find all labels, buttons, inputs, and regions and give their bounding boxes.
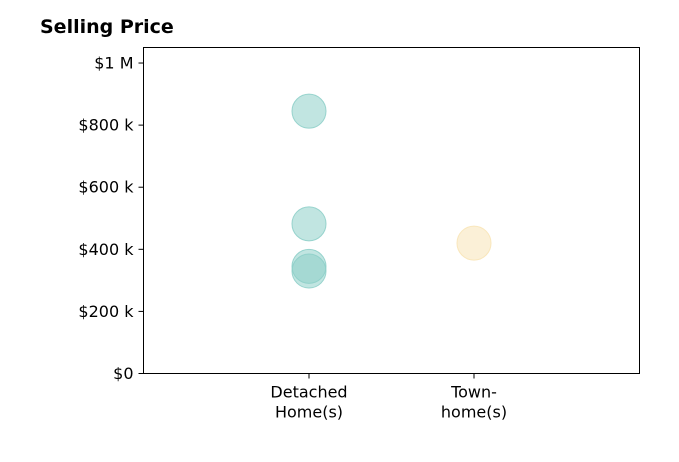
data-point: [291, 93, 327, 129]
x-tick-label-line: Home(s): [275, 403, 343, 422]
y-axis: $0 $200 k $400 k $600 k $800 k $1 M: [78, 54, 144, 383]
y-tick-label: $400 k: [78, 240, 134, 259]
data-point: [456, 225, 492, 261]
y-tick-label: $800 k: [78, 116, 134, 135]
x-tick-label: Town-home(s): [441, 383, 507, 422]
data-point: [291, 253, 327, 289]
y-tick-label: $600 k: [78, 178, 134, 197]
y-tick-label: $1 M: [94, 54, 133, 73]
data-points: [291, 93, 492, 289]
x-axis: Detached Home(s) Town-home(s): [270, 373, 507, 422]
x-tick-label-line: home(s): [441, 403, 507, 422]
x-tick-label-line: Town-: [450, 383, 497, 402]
y-tick-label: $200 k: [78, 302, 134, 321]
x-tick-label-line: Detached: [270, 383, 347, 402]
data-point: [291, 206, 327, 242]
y-tick-label: $0: [113, 364, 133, 383]
chart-title: Selling Price: [40, 16, 174, 38]
plot-frame: [143, 47, 640, 374]
x-tick-label: Detached Home(s): [270, 383, 347, 422]
